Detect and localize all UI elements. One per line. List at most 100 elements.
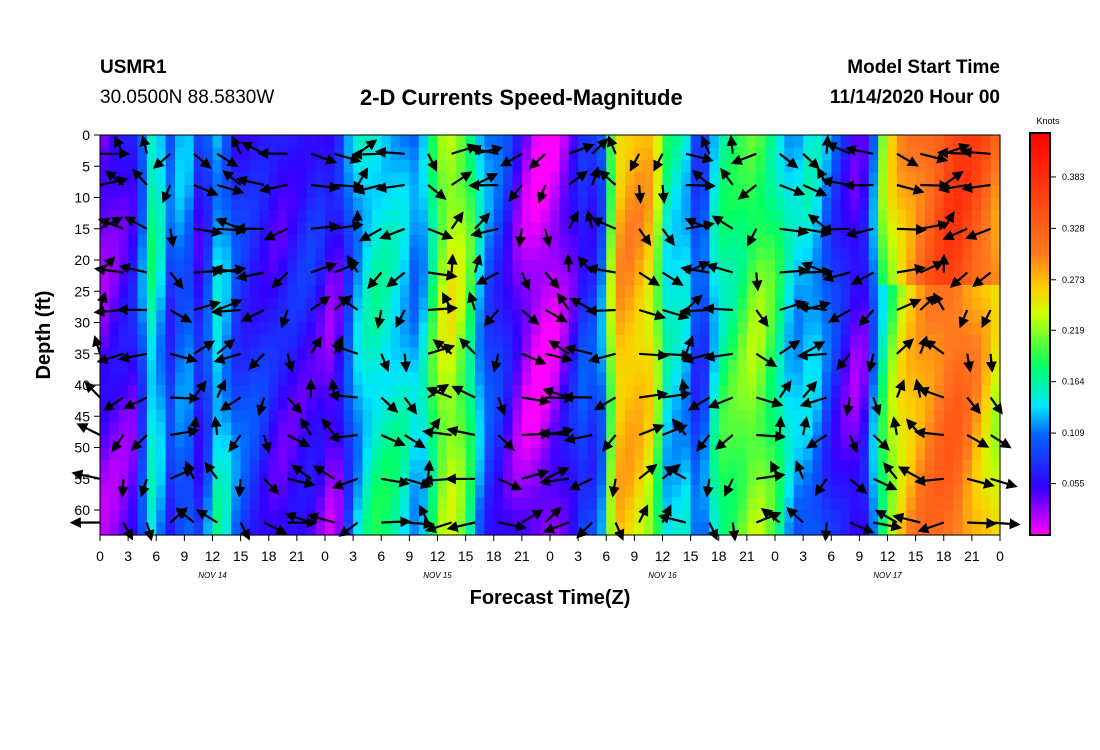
heatmap-cell (812, 360, 823, 374)
heatmap-cell (728, 210, 739, 224)
heatmap-cell (334, 247, 345, 261)
heatmap-cell (878, 247, 889, 261)
heatmap-cell (634, 460, 645, 474)
heatmap-cell (306, 422, 317, 436)
heatmap-cell (559, 497, 570, 511)
heatmap-cell (793, 497, 804, 511)
heatmap-cell (662, 435, 673, 449)
heatmap-cell (606, 410, 617, 424)
heatmap-cell (568, 372, 579, 386)
heatmap-cell (981, 510, 992, 524)
heatmap-cell (681, 522, 692, 536)
heatmap-cell (971, 347, 982, 361)
heatmap-cell (240, 197, 251, 211)
heatmap-cell (446, 210, 457, 224)
x-tick-label: 12 (880, 548, 896, 564)
heatmap-cell (493, 222, 504, 236)
heatmap-cell (550, 210, 560, 224)
heatmap-cell (728, 422, 739, 436)
heatmap-cell (906, 160, 917, 174)
heatmap-cell (521, 260, 532, 274)
heatmap-cell (765, 322, 776, 336)
heatmap-cell (821, 347, 832, 361)
x-tick-label: 15 (233, 548, 249, 564)
heatmap-cell (793, 410, 804, 424)
heatmap-cell (165, 410, 176, 424)
heatmap-cell (456, 435, 467, 449)
y-tick-label: 45 (74, 408, 90, 424)
heatmap-cell (821, 335, 832, 349)
heatmap-cell (953, 422, 964, 436)
heatmap-cell (953, 435, 964, 449)
heatmap-cell (437, 160, 448, 174)
heatmap-cell (850, 410, 860, 424)
heatmap-cell (409, 497, 420, 511)
heatmap-cell (756, 347, 767, 361)
heatmap-cell (409, 197, 420, 211)
heatmap-cell (456, 347, 467, 361)
heatmap-cell (587, 260, 598, 274)
heatmap-cell (559, 272, 570, 286)
heatmap-cell (896, 185, 907, 199)
heatmap-cell (278, 360, 289, 374)
current-vector (797, 302, 827, 313)
heatmap-cell (109, 322, 120, 336)
heatmap-cell (409, 272, 420, 286)
heatmap-cell (146, 385, 157, 399)
heatmap-cell (559, 397, 570, 411)
heatmap-cell (690, 485, 701, 499)
heatmap-cell (850, 322, 860, 336)
heatmap-cell (428, 322, 439, 336)
heatmap-cell (868, 235, 879, 249)
heatmap-cell (512, 172, 523, 186)
current-vector (234, 478, 246, 498)
heatmap-cell (690, 197, 701, 211)
heatmap-cell (700, 210, 710, 224)
heatmap-cell (259, 272, 270, 286)
heatmap-cell (953, 197, 964, 211)
heatmap-cell (990, 522, 1001, 536)
heatmap-cell (371, 422, 382, 436)
heatmap-cell (690, 160, 701, 174)
heatmap-cell (259, 460, 270, 474)
heatmap-cell (456, 285, 467, 299)
heatmap-cell (896, 297, 907, 311)
heatmap-cell (934, 485, 945, 499)
heatmap-cell (709, 197, 720, 211)
heatmap-cell (990, 260, 1001, 274)
heatmap-cell (784, 360, 795, 374)
heatmap-cell (596, 472, 607, 486)
heatmap-cell (503, 497, 514, 511)
heatmap-cell (343, 235, 354, 249)
heatmap-cell (343, 135, 354, 149)
heatmap-cell (690, 285, 701, 299)
heatmap-cell (737, 222, 748, 236)
heatmap-cell (990, 235, 1001, 249)
heatmap-cell (446, 135, 457, 149)
heatmap-cell (887, 147, 898, 161)
current-vector (521, 309, 540, 326)
heatmap-cell (465, 447, 476, 461)
heatmap-cell (578, 222, 589, 236)
current-vector (195, 509, 218, 524)
current-vector (756, 430, 787, 442)
heatmap-cell (325, 272, 335, 286)
heatmap-cell (240, 435, 251, 449)
heatmap-cell (390, 185, 401, 199)
heatmap-cell (418, 160, 429, 174)
heatmap-cell (615, 372, 626, 386)
heatmap-cell (296, 485, 307, 499)
heatmap-cell (259, 322, 270, 336)
heatmap-cell (540, 160, 551, 174)
heatmap-cell (643, 135, 654, 149)
heatmap-cell (109, 410, 120, 424)
heatmap-cell (793, 172, 804, 186)
heatmap-cell (990, 197, 1001, 211)
y-tick-label: 5 (82, 158, 90, 174)
heatmap-cell (662, 472, 673, 486)
heatmap-cell (371, 160, 382, 174)
current-vector (638, 308, 667, 321)
heatmap-cell (503, 222, 514, 236)
heatmap-cell (915, 135, 926, 149)
x-tick-label: 21 (739, 548, 755, 564)
